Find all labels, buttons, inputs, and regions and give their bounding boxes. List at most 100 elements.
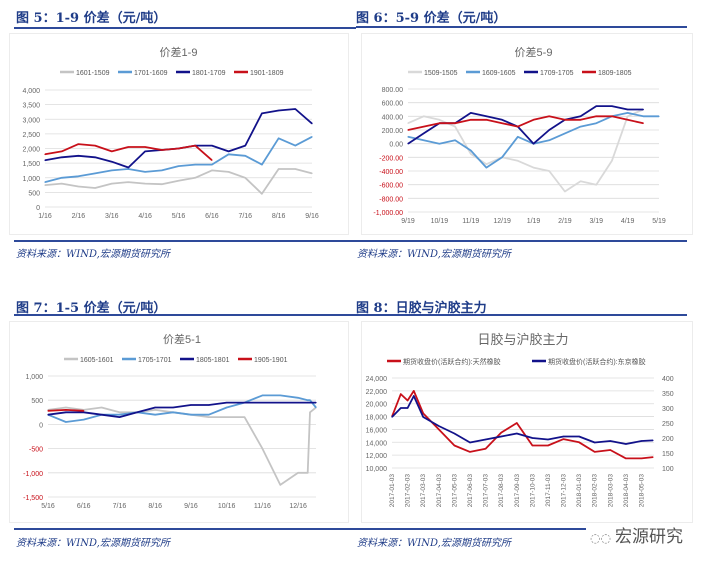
- data-point: [470, 112, 472, 114]
- data-point: [77, 155, 79, 157]
- legend-label: 1705-1701: [138, 357, 172, 364]
- data-point: [278, 137, 280, 139]
- x-tick-label: 4/19: [621, 218, 635, 225]
- data-point: [562, 438, 565, 440]
- data-point: [44, 159, 46, 161]
- y-tick-label: 800.00: [382, 87, 404, 94]
- data-point: [297, 472, 299, 474]
- data-point: [154, 409, 156, 411]
- y-tick-label: 500: [31, 398, 43, 405]
- series-line-1701-1609: [44, 136, 313, 183]
- data-point: [127, 166, 130, 169]
- data-point: [161, 149, 163, 151]
- data-point: [61, 150, 63, 153]
- x-tick-label: 2018-03-03: [607, 474, 614, 508]
- data-point: [44, 153, 46, 155]
- figure-6-heading: 图 6：5-9 价差（元/吨）: [356, 11, 507, 26]
- series-line-1705-1701: [47, 394, 317, 423]
- figure-8-heading: 图 8：日胶与沪胶主力: [356, 301, 487, 316]
- data-point: [315, 402, 317, 404]
- legend-label: 1905-1901: [254, 357, 288, 364]
- data-point: [144, 171, 146, 173]
- data-point: [413, 395, 415, 397]
- legend-label: 1609-1605: [482, 70, 516, 77]
- data-point: [484, 438, 487, 441]
- legend-label: 1601-1509: [76, 70, 110, 77]
- heading-rule: [14, 314, 356, 316]
- data-point: [243, 416, 246, 418]
- x-tick-label: 2/19: [558, 218, 572, 225]
- y-tick-label: 3,000: [22, 117, 40, 124]
- data-point: [309, 399, 311, 401]
- data-point: [501, 122, 503, 124]
- data-point: [454, 125, 456, 128]
- series-line-1609-1605: [407, 112, 659, 169]
- data-point: [532, 143, 535, 145]
- y-tick-label: 22,000: [366, 389, 388, 396]
- chart-rubber-main: 日胶与沪胶主力 10,000 12,000 14,000 16,000 18,000 20,…: [361, 321, 693, 523]
- data-point: [279, 394, 281, 396]
- data-point: [484, 448, 487, 450]
- y-tick-label: 1,000: [22, 176, 40, 183]
- figure-5-heading: 图 5：1-9 价差（元/吨）: [16, 11, 167, 26]
- data-point: [279, 484, 281, 486]
- data-point: [307, 402, 309, 404]
- y-tick-label: 24,000: [366, 376, 388, 383]
- data-point: [101, 406, 103, 409]
- series-line-1809-1805: [407, 115, 644, 131]
- data-point: [516, 422, 518, 424]
- y-tick-label: 3,500: [22, 103, 40, 110]
- y2-tick-label: 200: [662, 436, 674, 443]
- source-rule: [14, 528, 356, 530]
- data-point: [548, 115, 550, 117]
- data-point: [453, 444, 455, 447]
- x-tick-label: 6/16: [205, 213, 219, 220]
- data-point: [311, 136, 313, 138]
- x-tick-label: 2018-05-03: [639, 474, 646, 508]
- data-point: [208, 404, 210, 406]
- data-point: [211, 159, 213, 161]
- data-point: [194, 144, 196, 147]
- y-tick-label: 12,000: [366, 453, 388, 460]
- chart-spread-5-9: 价差5-9 -1,000.00 -800.00 -600.00 -400.00 -200.…: [361, 33, 693, 235]
- y-tick-label: 0: [36, 205, 40, 212]
- data-point: [294, 108, 296, 110]
- data-point: [244, 144, 246, 147]
- x-tick-label: 2017-08-03: [498, 474, 505, 508]
- x-tick-label: 2018-04-03: [623, 474, 630, 508]
- data-point: [423, 125, 425, 128]
- x-tick-label: 2/16: [72, 213, 86, 220]
- data-point: [278, 168, 280, 170]
- data-point: [391, 416, 393, 418]
- figure-7-heading: 图 7：1-5 价差（元/吨）: [16, 301, 167, 316]
- data-point: [294, 144, 296, 147]
- data-point: [194, 177, 196, 179]
- data-point: [640, 440, 643, 442]
- series-line-期货收盘价(活跃合约):天然橡胶: [391, 390, 654, 460]
- data-point: [311, 172, 313, 174]
- data-point: [307, 472, 309, 474]
- data-point: [172, 406, 174, 409]
- data-point: [261, 448, 263, 450]
- watermark-text: 宏源研究: [614, 527, 683, 547]
- data-point: [261, 112, 263, 114]
- data-point: [531, 444, 533, 447]
- data-point: [77, 143, 79, 145]
- x-tick-label: 3/19: [589, 218, 603, 225]
- data-point: [562, 435, 565, 438]
- y-tick-label: 1,000: [25, 374, 43, 381]
- data-point: [94, 156, 96, 158]
- data-point: [531, 437, 533, 439]
- y-tick-label: -500: [29, 447, 43, 454]
- data-point: [438, 425, 440, 427]
- data-point: [413, 390, 415, 392]
- data-point: [579, 115, 582, 117]
- x-tick-label: 6/16: [77, 503, 91, 510]
- data-point: [454, 122, 456, 124]
- data-point: [609, 449, 611, 451]
- legend-label: 1709-1705: [540, 70, 574, 77]
- data-point: [485, 115, 488, 117]
- legend-label: 1801-1709: [192, 70, 226, 77]
- x-tick-label: 9/19: [401, 218, 415, 225]
- y-tick-label: -1,000.00: [373, 210, 403, 217]
